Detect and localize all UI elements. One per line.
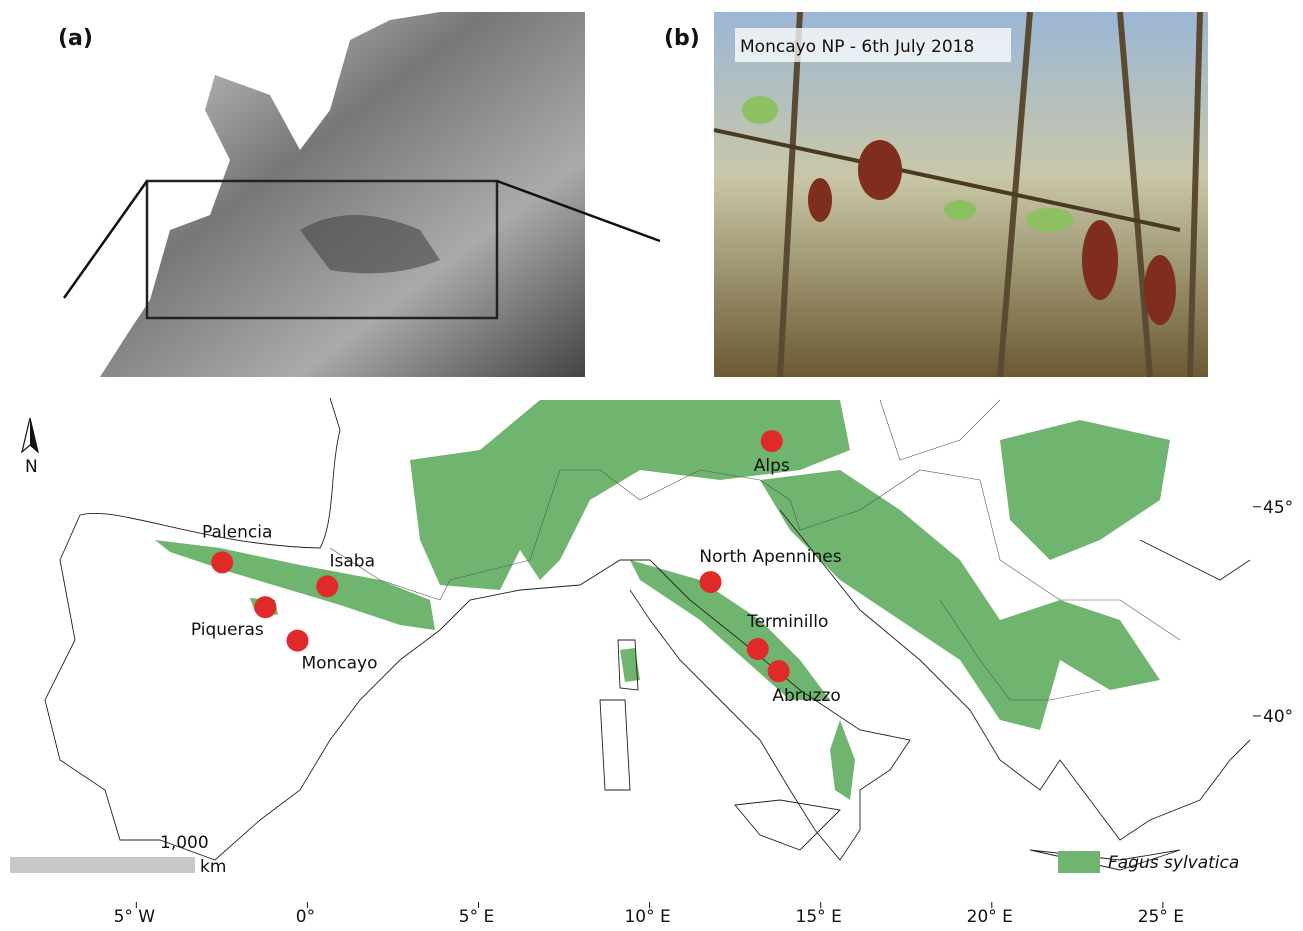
legend-swatch [1058,851,1100,873]
north-label: N [25,457,38,477]
site-marker [747,638,769,660]
site-label: Piqueras [191,620,264,640]
y-tick-label: 40° [1263,707,1293,727]
beech-range [155,400,1170,800]
site-marker [287,630,309,652]
x-tick-label: 25° E [1138,907,1184,927]
site-label: Alps [754,456,790,476]
site-label: North Apennines [699,547,841,567]
photo-caption: Moncayo NP - 6th July 2018 [740,37,974,57]
relief-map [100,12,585,377]
site-marker [316,575,338,597]
site-marker [768,660,790,682]
site-marker [254,596,276,618]
panel-label: (b) [664,26,700,51]
y-tick-label: 45° [1263,498,1293,518]
site-label: Terminillo [746,612,828,632]
scale-bar [10,857,195,873]
site-label: Moncayo [301,654,377,674]
site-marker [211,551,233,573]
legend-label: Fagus sylvatica [1108,853,1239,873]
site-label: Abruzzo [772,686,840,706]
x-tick-label: 20° E [967,907,1013,927]
x-tick-label: 10° E [624,907,670,927]
panel-b: Moncayo NP - 6th July 2018 (b) [664,12,1208,377]
site-label: Isaba [330,551,376,571]
north-arrow [22,418,38,452]
x-tick-label: 0° [296,907,315,927]
x-tick-label: 5° E [459,907,494,927]
x-tick-label: 5° W [114,907,156,927]
panel-a: (a) [58,12,660,377]
figure: (a) Moncayo NP - 6th July 2018 (b) [0,0,1303,927]
site-marker [700,571,722,593]
inset-line [64,181,147,298]
x-tick-label: 15° E [796,907,842,927]
site-marker [761,430,783,452]
panel-label: (a) [58,26,93,51]
scale-bar-unit: km [200,857,226,877]
site-label: Palencia [202,522,272,542]
scale-bar-label: 1,000 [160,833,209,853]
